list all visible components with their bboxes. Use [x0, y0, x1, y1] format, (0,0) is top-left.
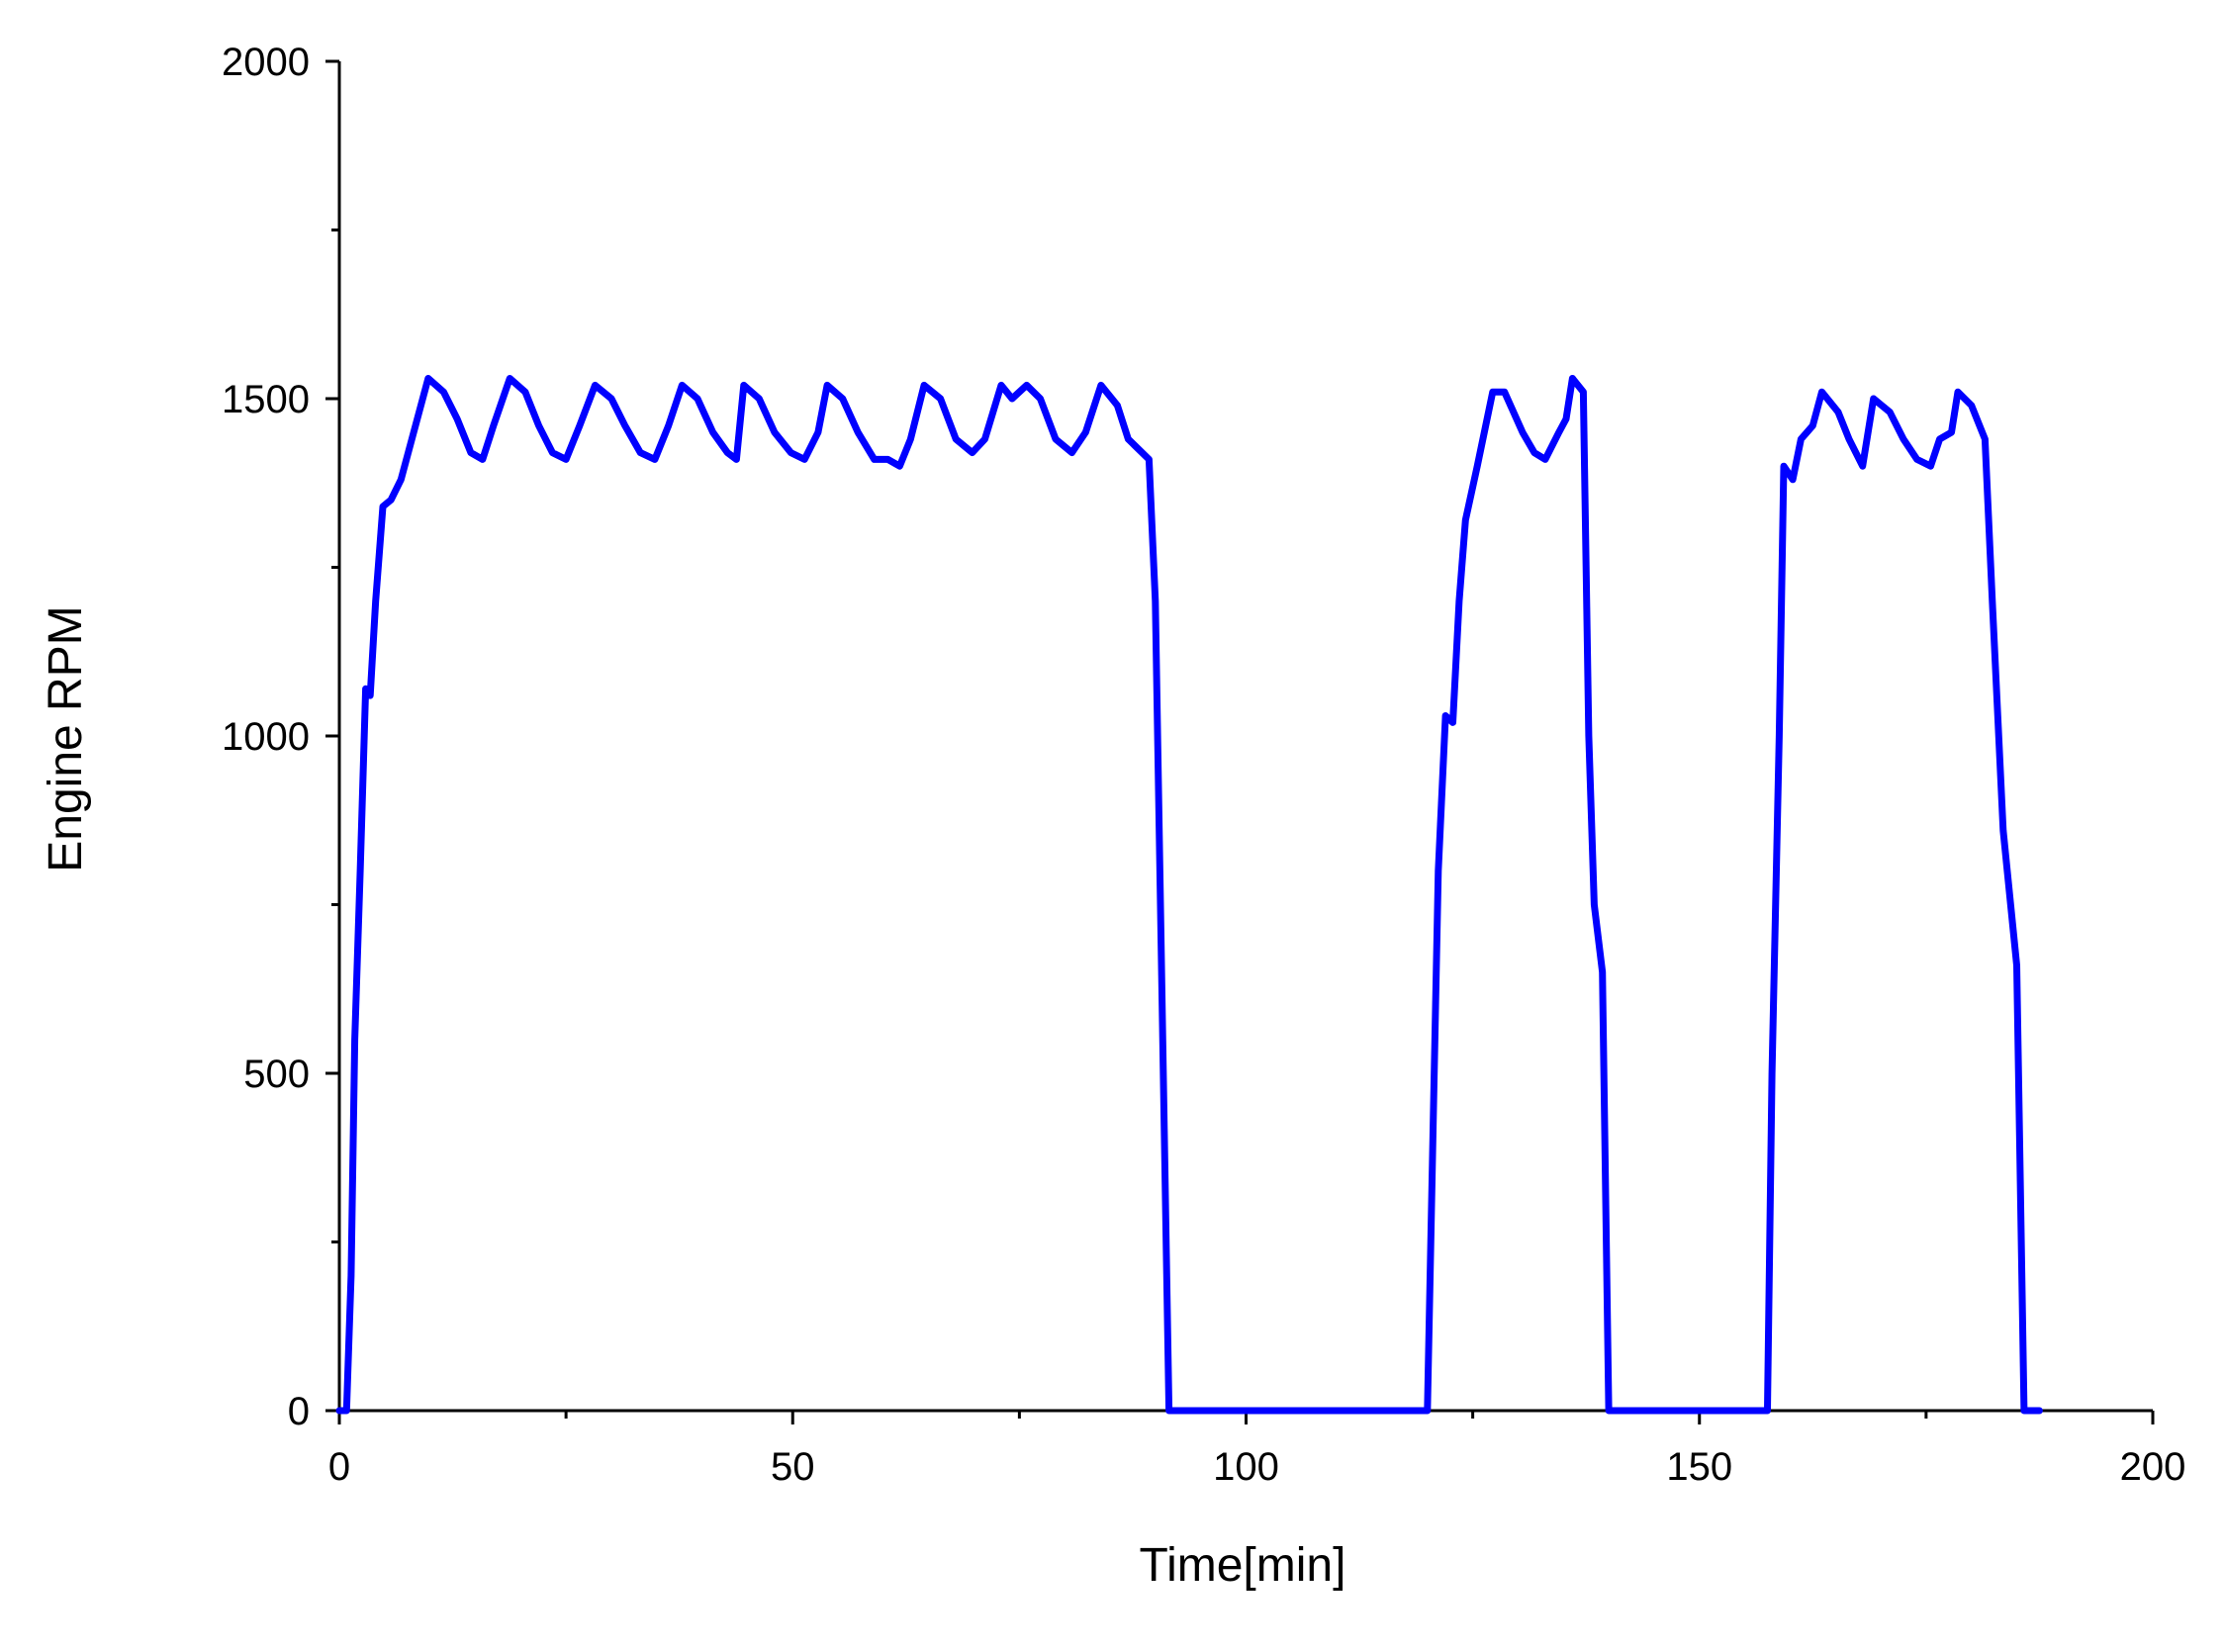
y-axis-label: Engine RPM — [40, 605, 92, 872]
y-tick-label: 1500 — [222, 378, 310, 421]
x-tick-label: 100 — [1213, 1445, 1279, 1489]
series-line-0 — [335, 375, 2043, 1415]
axes — [337, 61, 2153, 1413]
y-tick-label: 0 — [288, 1390, 310, 1433]
x-tick-label: 0 — [328, 1445, 350, 1489]
x-axis-label: Time[min] — [1140, 1539, 1346, 1592]
y-tick-label: 1000 — [222, 715, 310, 759]
x-tick-label: 50 — [771, 1445, 815, 1489]
y-tick-label: 500 — [243, 1053, 310, 1096]
x-tick-label: 150 — [1666, 1445, 1732, 1489]
y-tick-label: 2000 — [222, 41, 310, 84]
x-tick-label: 200 — [2120, 1445, 2186, 1489]
series-lines — [335, 375, 2043, 1415]
